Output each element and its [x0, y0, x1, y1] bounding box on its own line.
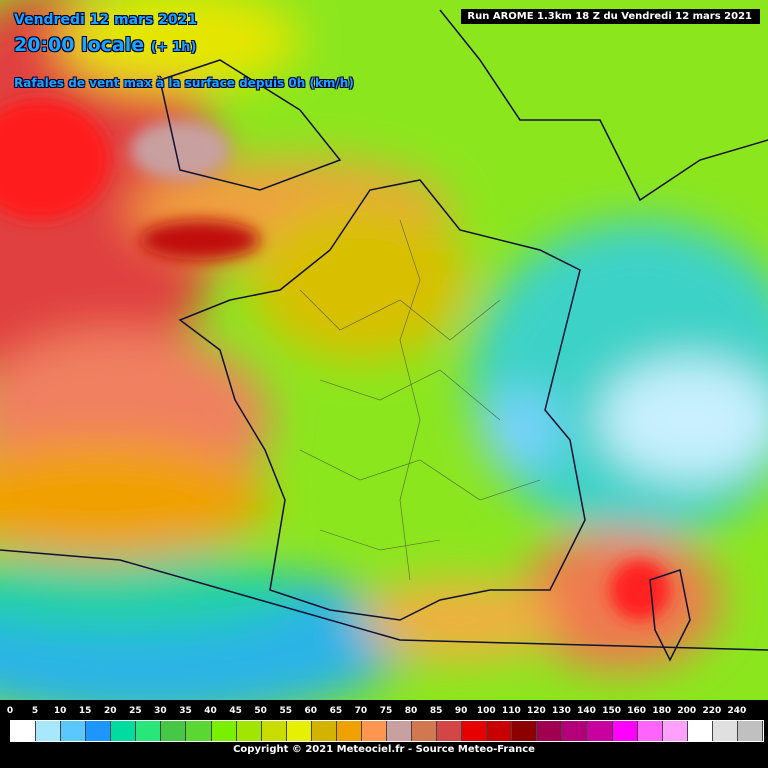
legend-label: 85	[429, 706, 443, 716]
legend-label: 90	[454, 706, 468, 716]
map	[0, 0, 768, 700]
time-text: 20:00 locale	[14, 34, 145, 56]
legend-label: 80	[404, 706, 418, 716]
legend-swatch	[712, 721, 738, 741]
legend-swatch	[537, 721, 563, 741]
legend-label: 15	[78, 706, 92, 716]
legend-label: 110	[501, 706, 521, 716]
legend-label: 200	[677, 706, 697, 716]
legend-swatch	[61, 721, 87, 741]
legend-swatch	[286, 721, 312, 741]
legend-swatch	[412, 721, 438, 741]
legend-swatch	[437, 721, 463, 741]
legend-swatch	[236, 721, 262, 741]
legend-swatch	[562, 721, 588, 741]
legend-label: 50	[254, 706, 267, 716]
legend-swatch	[86, 721, 112, 741]
legend-label: 55	[279, 706, 292, 716]
legend-swatch	[462, 721, 488, 741]
legend-label: 180	[652, 706, 672, 716]
legend-swatches	[10, 720, 764, 742]
legend-label: 5	[31, 706, 39, 716]
time: 20:00 locale (+ 1h)	[14, 34, 196, 56]
legend-swatch	[261, 721, 287, 741]
legend-label: 45	[229, 706, 242, 716]
legend-swatch	[512, 721, 538, 741]
copyright: Copyright © 2021 Meteociel.fr - Source M…	[233, 744, 535, 755]
legend-labels: 0 5 10 15 20 25 30 35 40 45 50 55 60 65 70 75 80 85 90 100 1…	[6, 706, 764, 718]
legend-swatch	[161, 721, 187, 741]
legend-swatch	[386, 721, 412, 741]
parameter: Rafales de vent max à la surface depuis …	[14, 76, 354, 90]
legend-label: 120	[526, 706, 546, 716]
legend-swatch	[11, 721, 37, 741]
legend-swatch	[136, 721, 162, 741]
legend: 0 5 10 15 20 25 30 35 40 45 50 55 60 65 70 75 80 85 90 100 1…	[0, 700, 768, 768]
legend-label: 150	[602, 706, 621, 716]
legend-swatch	[361, 721, 387, 741]
legend-label: 0	[6, 706, 14, 716]
legend-swatch	[211, 721, 237, 741]
run-label: Run AROME 1.3km 18 Z du Vendredi 12 mars…	[461, 9, 760, 24]
legend-label: 20	[104, 706, 117, 716]
legend-swatch	[662, 721, 688, 741]
legend-swatch	[311, 721, 337, 741]
legend-label: 220	[702, 706, 722, 716]
legend-label: 10	[53, 706, 67, 716]
legend-label: 35	[179, 706, 192, 716]
date: Vendredi 12 mars 2021	[14, 12, 198, 28]
offset: (+ 1h)	[150, 40, 197, 55]
legend-swatch	[487, 721, 513, 741]
legend-label: 100	[476, 706, 496, 716]
legend-swatch	[111, 721, 137, 741]
legend-label: 240	[727, 706, 747, 716]
legend-label: 140	[577, 706, 596, 716]
legend-swatch	[336, 721, 362, 741]
legend-swatch	[612, 721, 638, 741]
legend-label: 75	[379, 706, 393, 716]
legend-label: 65	[329, 706, 343, 716]
legend-swatch	[186, 721, 212, 741]
legend-swatch	[587, 721, 613, 741]
legend-label: 60	[304, 706, 318, 716]
legend-swatch	[637, 721, 663, 741]
legend-swatch	[687, 721, 713, 741]
legend-label: 30	[154, 706, 167, 716]
legend-swatch	[36, 721, 62, 741]
legend-label: 130	[552, 706, 571, 716]
legend-label: 160	[627, 706, 647, 716]
legend-label: 25	[129, 706, 142, 716]
legend-label: 70	[354, 706, 368, 716]
legend-label: 40	[204, 706, 217, 716]
legend-swatch	[737, 721, 763, 741]
